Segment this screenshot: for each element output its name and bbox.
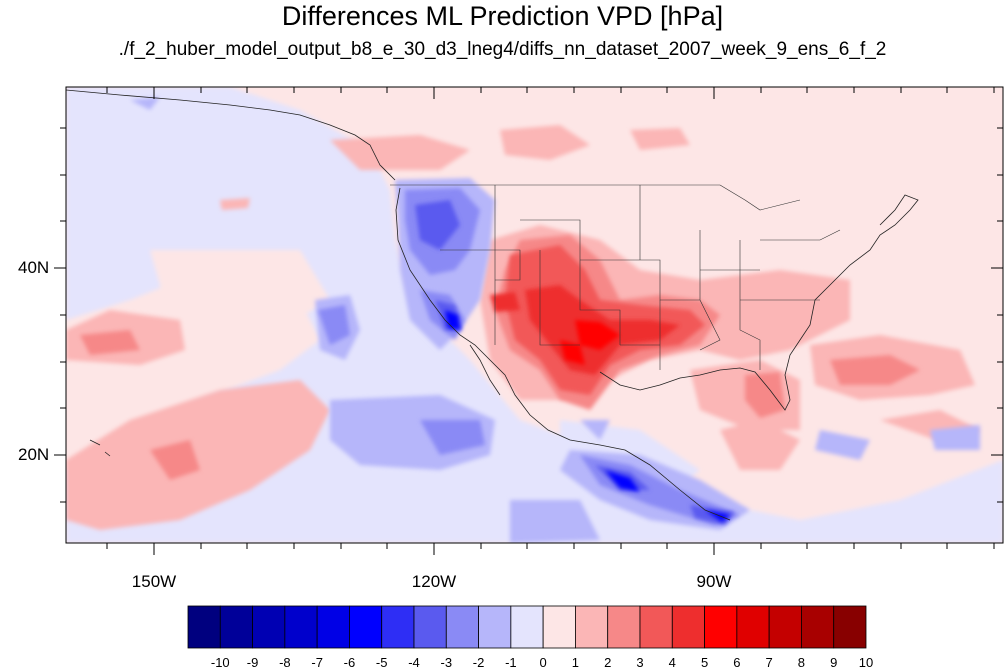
colorbar-tick-label: 0 (539, 655, 547, 670)
colorbar-tick-label: 7 (765, 655, 773, 670)
positive-max-regions (560, 320, 620, 365)
axis-ticks (54, 87, 1003, 555)
colorbar-tick-label: -1 (505, 655, 517, 670)
colorbar-swatch (671, 605, 705, 649)
colorbar-tick-label: -6 (343, 655, 356, 670)
lat-label-40n: 40N (18, 258, 50, 277)
field-layer (66, 87, 1003, 543)
colorbar-tick-label: 6 (733, 655, 741, 670)
lat-label-20n: 20N (18, 445, 50, 464)
colorbar-tick-label: 1 (571, 655, 580, 670)
colorbar-swatch (768, 605, 802, 649)
map-title: Differences ML Prediction VPD [hPa] (281, 1, 724, 31)
colorbar-swatch (381, 605, 415, 649)
colorbar-tick-label: 9 (830, 655, 838, 670)
colorbar-tick-label: 10 (858, 655, 874, 670)
colorbar-tick-label: 2 (604, 655, 612, 670)
minor-ticks (60, 87, 1003, 549)
lon-label-120w: 120W (411, 572, 457, 591)
colorbar-swatch (252, 605, 286, 649)
colorbar-swatch (801, 605, 835, 649)
colorbar-swatch (639, 605, 673, 649)
colorbar-swatch (284, 605, 318, 649)
lon-label-90w: 90W (696, 572, 732, 591)
colorbar-tick-label: -4 (408, 655, 420, 670)
colorbar-swatch (704, 605, 738, 649)
map-subtitle: ./f_2_huber_model_output_b8_e_30_d3_lneg… (118, 39, 887, 60)
coastlines (66, 89, 919, 521)
colorbar-tick-label: -2 (472, 655, 485, 670)
colorbar-tick-label: 3 (636, 655, 644, 670)
colorbar-swatch (219, 605, 253, 649)
colorbar-tick-label: -10 (210, 655, 230, 670)
colorbar-swatch (833, 605, 867, 649)
colorbar-tick-label: -9 (246, 655, 259, 670)
colorbar-tick-label: 4 (668, 655, 676, 670)
negative-max-regions (445, 310, 730, 522)
colorbar-swatch (413, 605, 447, 649)
colorbar-swatch (607, 605, 641, 649)
colorbar-swatch (736, 605, 770, 649)
colorbar-tick-label: -5 (375, 655, 388, 670)
colorbar (187, 605, 867, 649)
colorbar-swatch (575, 605, 609, 649)
colorbar-tick-label: -8 (279, 655, 291, 670)
lon-label-150w: 150W (131, 572, 177, 591)
colorbar-swatch (187, 605, 221, 649)
colorbar-swatch (316, 605, 350, 649)
colorbar-tick-label: -7 (311, 655, 323, 670)
colorbar-swatch (349, 605, 383, 649)
state-borders (390, 184, 841, 370)
colorbar-swatch (478, 605, 512, 649)
colorbar-tick-label: 5 (700, 655, 709, 670)
colorbar-swatch (510, 605, 544, 649)
colorbar-tick-label: -3 (440, 655, 453, 670)
colorbar-swatch (542, 605, 576, 649)
colorbar-tick-label: 8 (797, 655, 806, 670)
colorbar-swatch (445, 605, 479, 649)
